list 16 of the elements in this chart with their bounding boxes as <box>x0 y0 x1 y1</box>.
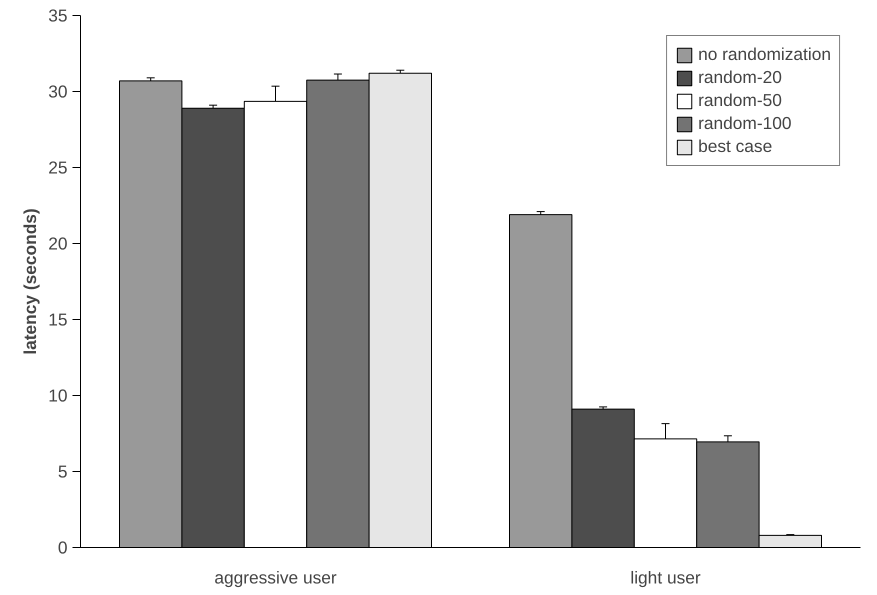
legend-label: random-100 <box>698 113 792 134</box>
y-tick-label: 30 <box>48 82 68 102</box>
legend-label: best case <box>698 136 772 157</box>
x-tick-label: light user <box>630 568 701 588</box>
legend-label: no randomization <box>698 44 831 65</box>
y-tick-label: 15 <box>48 310 68 330</box>
y-axis-title: latency (seconds) <box>20 208 40 355</box>
y-tick-label: 35 <box>48 6 68 26</box>
y-tick-label: 0 <box>58 538 68 558</box>
y-tick-label: 20 <box>48 234 68 254</box>
y-tick-label: 25 <box>48 158 68 178</box>
legend-label: random-50 <box>698 90 782 111</box>
y-tick-label: 5 <box>58 462 68 482</box>
legend-label: random-20 <box>698 67 782 88</box>
x-tick-label: aggressive user <box>214 568 337 588</box>
y-tick-label: 10 <box>48 386 68 406</box>
